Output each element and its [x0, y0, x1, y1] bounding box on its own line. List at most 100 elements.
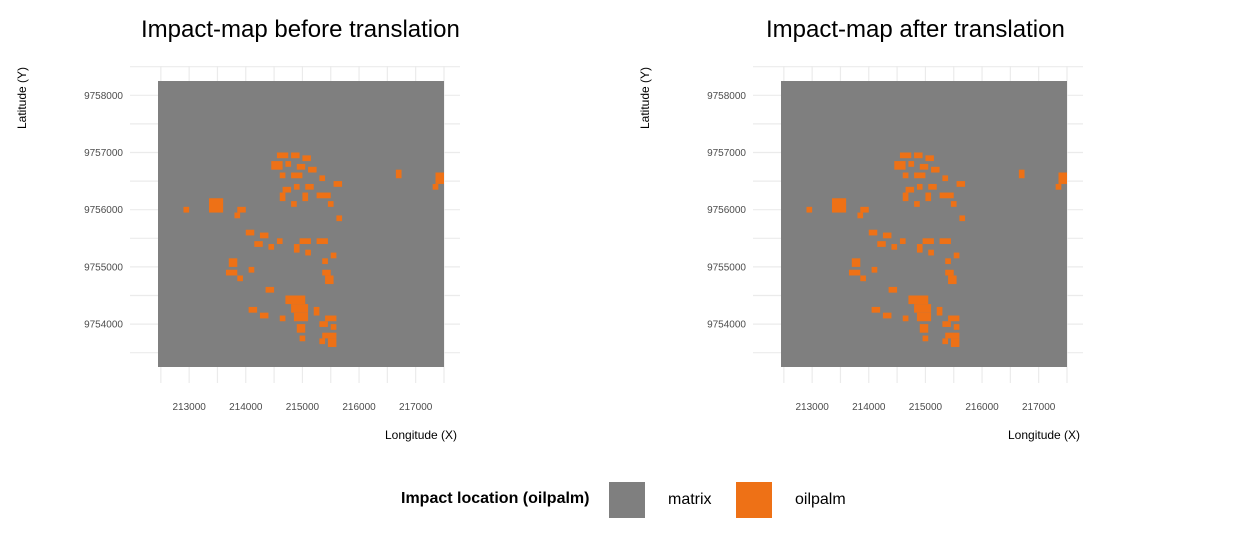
oilpalm-cell	[848, 269, 861, 276]
oilpalm-cell	[939, 238, 951, 245]
impact-map-before-panel: Impact-map before translation 213000 2140…	[0, 0, 560, 460]
oilpalm-cell	[276, 152, 289, 159]
oilpalm-cell	[831, 198, 847, 213]
oilpalm-cell	[860, 275, 866, 282]
x-tick-label: 214000	[852, 402, 886, 413]
oilpalm-cell	[891, 244, 898, 250]
oilpalm-cell	[313, 306, 320, 316]
oilpalm-cell	[259, 312, 269, 319]
legend-label-matrix: matrix	[668, 491, 712, 508]
oilpalm-cell	[234, 212, 241, 219]
oilpalm-cell	[327, 338, 337, 347]
oilpalm-cell	[868, 229, 878, 236]
oilpalm-cell	[950, 201, 957, 207]
oilpalm-cell	[945, 269, 954, 276]
legend-label-oilpalm: oilpalm	[795, 491, 846, 508]
oilpalm-cell	[237, 206, 246, 213]
oilpalm-cell	[228, 258, 238, 267]
oilpalm-cell	[285, 295, 306, 305]
oilpalm-cell	[291, 304, 309, 313]
y-tick-label: 9756000	[84, 205, 123, 216]
oilpalm-cell	[322, 269, 331, 276]
oilpalm-cell	[942, 321, 951, 327]
oilpalm-cell	[279, 192, 286, 202]
oilpalm-cell	[1055, 183, 1062, 190]
oilpalm-cell	[948, 275, 957, 285]
y-tick-label: 9757000	[707, 148, 746, 159]
oilpalm-cell	[942, 338, 949, 345]
oilpalm-cell	[319, 321, 328, 327]
oilpalm-cell	[265, 286, 275, 293]
oilpalm-cell	[299, 238, 311, 245]
oilpalm-cell	[282, 186, 292, 193]
oilpalm-cell	[894, 161, 906, 170]
oilpalm-cell	[302, 155, 311, 162]
y-tick-label: 9754000	[84, 320, 123, 331]
oilpalm-cell	[908, 295, 929, 305]
oilpalm-cell	[327, 201, 334, 207]
oilpalm-cell	[922, 238, 934, 245]
oilpalm-cell	[291, 172, 303, 179]
x-tick-label: 216000	[965, 402, 999, 413]
oilpalm-cell	[871, 306, 881, 313]
oilpalm-cell	[916, 312, 932, 322]
oilpalm-cell	[945, 258, 951, 265]
oilpalm-cell	[922, 335, 929, 342]
oilpalm-cell	[914, 304, 932, 313]
oilpalm-cell	[1018, 169, 1025, 179]
x-tick-label: 213000	[172, 402, 206, 413]
oilpalm-cell	[435, 172, 444, 184]
oilpalm-cell	[316, 192, 331, 199]
oilpalm-cell	[237, 275, 243, 282]
oilpalm-cell	[293, 244, 300, 253]
oilpalm-cell	[902, 192, 909, 202]
oilpalm-cell	[908, 161, 915, 167]
oilpalm-cell	[919, 324, 929, 333]
oilpalm-cell	[888, 286, 898, 293]
legend-key-matrix	[609, 482, 645, 518]
oilpalm-cell	[308, 166, 317, 173]
x-tick-label: 217000	[399, 402, 433, 413]
oilpalm-cell	[950, 338, 960, 347]
oilpalm-cell	[916, 244, 923, 253]
oilpalm-cell	[928, 183, 937, 190]
oilpalm-cell	[279, 172, 286, 179]
oilpalm-cell	[248, 306, 258, 313]
x-axis-label: Longitude (X)	[385, 428, 458, 442]
oilpalm-cell	[336, 215, 343, 222]
oilpalm-cell	[325, 315, 337, 322]
oilpalm-cell	[953, 252, 960, 259]
y-tick-label: 9755000	[707, 262, 746, 273]
oilpalm-cell	[860, 206, 869, 213]
oilpalm-cell	[330, 324, 337, 330]
x-axis-label: Longitude (X)	[1008, 428, 1081, 442]
oilpalm-cell	[291, 201, 297, 207]
oilpalm-cell	[857, 212, 864, 219]
oilpalm-cell	[905, 186, 915, 193]
oilpalm-cell	[925, 155, 934, 162]
oilpalm-cell	[939, 192, 954, 199]
legend: Impact location (oilpalm) matrix oilpalm	[0, 480, 1246, 520]
oilpalm-cell	[945, 332, 960, 339]
oilpalm-cell	[871, 266, 878, 273]
oilpalm-cell	[271, 161, 283, 170]
oilpalm-cell	[925, 192, 932, 202]
oilpalm-cell	[208, 198, 224, 213]
oilpalm-cell	[293, 183, 300, 190]
x-tick-label: 215000	[286, 402, 320, 413]
oilpalm-cell	[259, 232, 269, 239]
oilpalm-cell	[877, 241, 886, 247]
y-tick-label: 9754000	[707, 320, 746, 331]
x-tick-label: 213000	[795, 402, 829, 413]
oilpalm-cell	[899, 238, 906, 245]
oilpalm-cell	[928, 249, 934, 256]
oilpalm-cell	[882, 312, 892, 319]
oilpalm-cell	[225, 269, 238, 276]
oilpalm-cell	[268, 244, 275, 250]
oilpalm-cell	[902, 315, 909, 322]
oilpalm-cell	[914, 201, 920, 207]
oilpalm-cell	[291, 152, 300, 159]
chart-title: Impact-map after translation	[766, 16, 1065, 43]
y-tick-label: 9758000	[84, 91, 123, 102]
oilpalm-cell	[959, 215, 966, 222]
